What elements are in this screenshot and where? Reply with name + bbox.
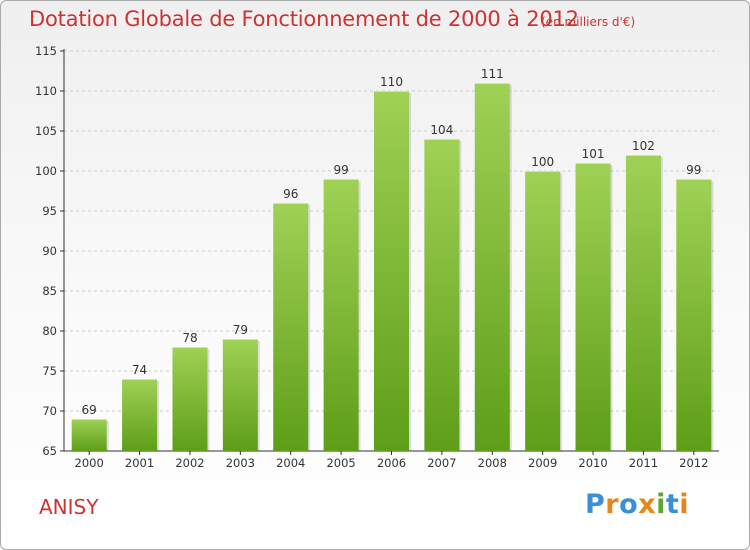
- y-tick-label: 105: [35, 124, 57, 138]
- bar: [525, 171, 561, 451]
- logo-letter: t: [665, 489, 680, 520]
- bar: [676, 179, 712, 451]
- bar-value-label: 78: [182, 331, 197, 345]
- logo-letter: i: [679, 489, 690, 520]
- y-tick-label: 115: [35, 44, 57, 58]
- logo-letter: x: [638, 489, 657, 520]
- x-tick-label: 2012: [679, 456, 708, 470]
- bar-value-label: 79: [233, 323, 248, 337]
- y-tick-label: 75: [42, 364, 57, 378]
- y-tick-label: 95: [42, 204, 57, 218]
- x-tick-label: 2008: [478, 456, 507, 470]
- bar-value-label: 99: [333, 163, 348, 177]
- x-tick-label: 2006: [377, 456, 406, 470]
- y-tick-label: 70: [42, 404, 57, 418]
- bar: [172, 347, 208, 451]
- bar: [273, 203, 309, 451]
- chart-subtitle: (en milliers d'€): [541, 15, 636, 29]
- bar: [424, 139, 460, 451]
- location-name: ANISY: [39, 495, 99, 519]
- proxiti-logo[interactable]: Proxiti: [585, 489, 689, 520]
- x-tick-label: 2011: [629, 456, 658, 470]
- bar: [374, 91, 409, 451]
- x-tick-label: 2003: [226, 456, 255, 470]
- bar-value-label: 74: [132, 363, 147, 377]
- x-tick-label: 2007: [427, 456, 456, 470]
- y-tick-label: 90: [42, 244, 57, 258]
- logo-letter: P: [585, 489, 606, 520]
- bar-value-label: 104: [430, 123, 453, 137]
- x-tick-label: 2002: [175, 456, 204, 470]
- chart-title: Dotation Globale de Fonctionnement de 20…: [29, 7, 579, 31]
- bar: [323, 179, 359, 451]
- bar-value-label: 110: [380, 75, 403, 89]
- bar-value-label: 99: [686, 163, 701, 177]
- x-tick-label: 2009: [528, 456, 557, 470]
- y-tick-label: 65: [42, 444, 57, 458]
- bar-value-label: 96: [283, 187, 298, 201]
- logo-letter: r: [605, 489, 620, 520]
- bar: [474, 83, 510, 451]
- logo-letter: i: [656, 489, 666, 520]
- bar: [122, 379, 158, 451]
- x-tick-label: 2000: [75, 456, 104, 470]
- bar-value-label: 69: [82, 403, 97, 417]
- logo-letter: o: [619, 489, 639, 520]
- bar: [71, 419, 107, 451]
- x-tick-label: 2004: [276, 456, 305, 470]
- bar-value-label: 100: [531, 155, 554, 169]
- bar: [222, 339, 258, 451]
- bar: [625, 155, 661, 451]
- y-tick-label: 110: [35, 84, 57, 98]
- y-tick-label: 80: [42, 324, 57, 338]
- bar-value-label: 111: [481, 67, 504, 81]
- y-tick-label: 85: [42, 284, 57, 298]
- x-tick-label: 2001: [125, 456, 154, 470]
- bar: [575, 163, 611, 451]
- x-tick-label: 2010: [578, 456, 607, 470]
- bar-value-label: 102: [632, 139, 655, 153]
- y-tick-label: 100: [35, 164, 57, 178]
- bar-value-label: 101: [582, 147, 605, 161]
- x-tick-label: 2005: [326, 456, 355, 470]
